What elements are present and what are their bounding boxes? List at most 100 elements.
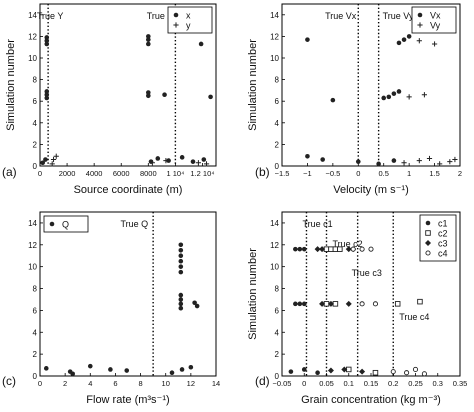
y-tick-label: 6 — [33, 97, 38, 106]
data-point-Vy — [426, 155, 433, 162]
data-point-c3 — [319, 246, 326, 253]
data-point-Q — [124, 368, 130, 373]
data-point-x — [44, 92, 50, 98]
y-tick-label: 2 — [275, 140, 280, 149]
x-tick-label: 0.3 — [433, 379, 443, 388]
data-point-x — [44, 41, 50, 47]
legend-marker-Vx — [417, 12, 423, 18]
x-tick-label: 0.35 — [453, 379, 468, 388]
data-point-c4 — [404, 370, 410, 376]
data-point-c2 — [372, 369, 379, 376]
data-point-Vx — [391, 91, 397, 96]
series-y — [49, 153, 210, 167]
data-point-c1 — [301, 367, 307, 372]
y-axis-label: Simulation number — [247, 248, 259, 340]
data-point-Vx — [396, 89, 402, 94]
data-point-x — [146, 37, 151, 42]
data-point-c1 — [297, 301, 303, 307]
y-tick-label: 2 — [275, 350, 280, 359]
x-tick-label: 2 — [63, 379, 67, 388]
legend: xy — [167, 6, 213, 34]
x-tick-label: 1.5 — [429, 169, 439, 178]
data-point-Q — [178, 297, 184, 302]
y-tick-label: 14 — [28, 11, 37, 20]
y-tick-label: 0 — [275, 162, 280, 171]
chart-panel-2: 0 2 4 6 8 10 12 14 −1.5 −1 −0.5 0 0.5 1 1.5 2 Velocity (… — [247, 3, 462, 196]
data-point-Q — [178, 247, 184, 253]
y-tick-label: 14 — [28, 219, 37, 228]
y-tick-label: 14 — [270, 219, 279, 228]
data-point-c1 — [297, 246, 303, 252]
y-axis-label: Simulation number — [5, 39, 17, 131]
x-tick-label: 0 — [356, 169, 360, 178]
data-point-c2 — [394, 301, 401, 307]
series-c2 — [323, 246, 423, 376]
data-point-Q — [43, 366, 49, 371]
data-point-x — [208, 94, 213, 100]
y-tick-label: 0 — [33, 162, 38, 171]
data-point-Q — [108, 367, 113, 372]
data-point-Vy — [416, 38, 422, 44]
x-tick-label: 0 — [38, 169, 42, 178]
legend-marker-c4 — [425, 250, 431, 256]
y-tick-label: 4 — [33, 119, 38, 128]
y-tick-label: 8 — [33, 76, 38, 85]
data-point-c1 — [293, 301, 298, 307]
x-tick-label: 0.5 — [378, 169, 388, 178]
data-point-x — [44, 95, 50, 101]
x-tick-label: −0.5 — [325, 169, 340, 178]
data-point-Vx — [320, 157, 325, 162]
data-point-x — [162, 92, 167, 98]
series-c4 — [350, 246, 427, 377]
y-tick-label: 12 — [28, 32, 37, 41]
y-tick-label: 0 — [275, 372, 280, 381]
data-point-Q — [178, 264, 184, 269]
x-tick-label: 12 — [187, 379, 195, 388]
legend-marker-c3 — [425, 240, 431, 246]
data-point-x — [146, 34, 151, 39]
data-point-x — [201, 157, 207, 162]
data-point-c3 — [359, 368, 366, 375]
data-point-c4 — [412, 366, 419, 372]
data-point-y — [149, 160, 155, 166]
legend-marker-c1 — [425, 220, 431, 226]
data-point-Q — [178, 242, 184, 248]
y-tick-label: 2 — [33, 140, 38, 149]
data-point-y — [49, 161, 55, 167]
legend-marker-x — [173, 12, 179, 18]
legend-marker-Q — [49, 221, 55, 227]
data-point-c2 — [417, 298, 423, 305]
x-tick-label: 10 — [162, 379, 170, 388]
data-point-Q — [188, 364, 194, 370]
series-x — [40, 34, 213, 166]
series-Vy — [401, 38, 458, 167]
data-point-Q — [178, 253, 184, 259]
data-point-c3 — [345, 300, 352, 307]
x-tick-label: 4 — [88, 379, 92, 388]
x-tick-label: 1 10⁴ — [166, 169, 184, 178]
data-point-c4 — [390, 369, 396, 375]
data-point-Vy — [421, 92, 427, 98]
data-point-x — [166, 158, 171, 163]
data-point-Q — [70, 371, 75, 377]
legend-box — [411, 6, 457, 34]
data-point-c3 — [345, 246, 352, 253]
x-tick-label: 6000 — [113, 169, 130, 178]
y-tick-label: 14 — [270, 11, 279, 20]
x-tick-label: 0 — [302, 379, 306, 388]
legend-label: y — [186, 21, 191, 31]
data-point-c3 — [327, 300, 334, 307]
x-axis-label: Source coordinate (m) — [74, 184, 183, 196]
y-tick-label: 4 — [275, 328, 280, 337]
data-point-Q — [178, 269, 184, 275]
data-point-c4 — [372, 301, 379, 307]
y-axis-label: Simulation number — [247, 39, 259, 131]
data-point-x — [190, 159, 196, 164]
reference-line-label: True Q — [120, 219, 148, 229]
data-point-x — [146, 41, 151, 47]
data-point-Vx — [386, 94, 392, 100]
legend-label: Q — [62, 220, 69, 230]
